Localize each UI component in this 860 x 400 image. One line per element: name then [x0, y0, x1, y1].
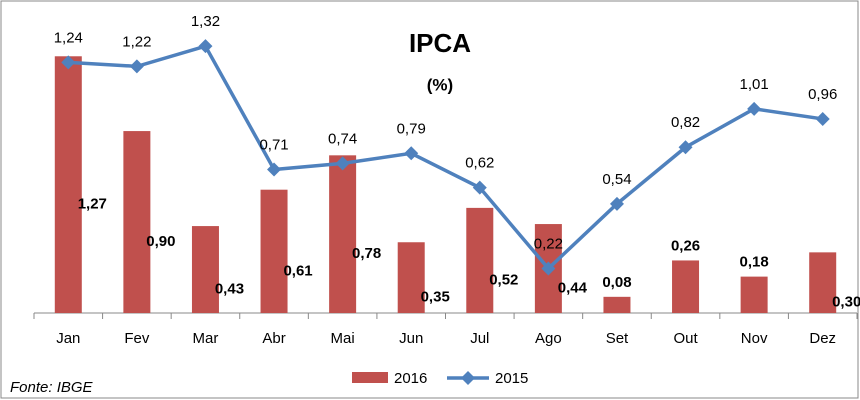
bar: [740, 276, 768, 313]
line-label: 1,01: [740, 76, 769, 93]
bar: [397, 242, 425, 313]
x-tick-label: Fev: [124, 330, 150, 347]
line-label: 0,54: [602, 171, 631, 188]
chart-title: IPCA: [409, 28, 471, 58]
x-tick-label: Jul: [470, 330, 489, 347]
line-label: 0,62: [465, 155, 494, 172]
chart-subtitle: (%): [427, 75, 453, 94]
bar-label: 1,27: [78, 196, 107, 213]
bar: [672, 260, 700, 313]
bar-label: 0,26: [671, 237, 700, 254]
line-label: 0,71: [259, 136, 288, 153]
bar: [329, 155, 357, 313]
bar-label: 0,90: [146, 233, 175, 250]
bar-label: 0,18: [740, 254, 769, 271]
bar: [191, 226, 219, 313]
line-marker: [747, 101, 762, 116]
bar-label: 0,44: [558, 279, 588, 296]
x-tick-label: Ago: [535, 330, 562, 347]
bar: [123, 131, 151, 313]
bar-label: 0,08: [602, 274, 631, 291]
line-marker: [815, 111, 830, 126]
x-tick-label: Jun: [399, 330, 423, 347]
bar-label: 0,52: [489, 271, 518, 288]
line-label: 1,22: [122, 33, 151, 50]
line-marker: [198, 39, 213, 54]
line: [68, 44, 823, 272]
line-marker: [541, 261, 556, 276]
legend-label: 2016: [394, 370, 427, 387]
bar-label: 0,78: [352, 245, 381, 262]
line-marker: [61, 55, 76, 70]
source: Fonte: IBGE: [10, 379, 94, 396]
line-label: 0,96: [808, 86, 837, 103]
x-tick-label: Out: [673, 330, 698, 347]
line-label: 1,32: [191, 13, 220, 30]
line-label: 0,82: [671, 114, 700, 131]
legend-label: 2015: [495, 370, 528, 387]
bar-label: 0,43: [215, 281, 244, 298]
bar: [603, 296, 631, 313]
bar-label: 0,35: [421, 289, 450, 306]
bar: [809, 252, 837, 313]
legend-swatch: [352, 372, 388, 383]
x-tick-label: Mai: [331, 330, 355, 347]
x-tick-label: Mar: [193, 330, 219, 347]
x-tick-label: Abr: [262, 330, 285, 347]
line-label: 0,22: [534, 235, 563, 252]
line-marker: [678, 140, 693, 155]
bar-label: 0,61: [283, 262, 312, 279]
legend-swatch: [461, 371, 475, 385]
line-marker: [335, 156, 350, 171]
bar: [54, 56, 82, 314]
bar-label: 0,30: [832, 294, 860, 311]
line-marker: [609, 196, 624, 211]
x-tick-label: Jan: [56, 330, 80, 347]
x-tick-label: Dez: [809, 330, 836, 347]
line-marker: [404, 146, 419, 161]
line-marker: [472, 180, 487, 195]
line-marker: [129, 59, 144, 74]
bar: [466, 207, 494, 313]
bar: [260, 189, 288, 313]
x-tick-label: Set: [606, 330, 629, 347]
line-marker: [267, 162, 282, 177]
x-tick-label: Nov: [741, 330, 768, 347]
line-label: 1,24: [54, 29, 83, 46]
line-label: 0,79: [397, 120, 426, 137]
line-label: 0,74: [328, 130, 357, 147]
